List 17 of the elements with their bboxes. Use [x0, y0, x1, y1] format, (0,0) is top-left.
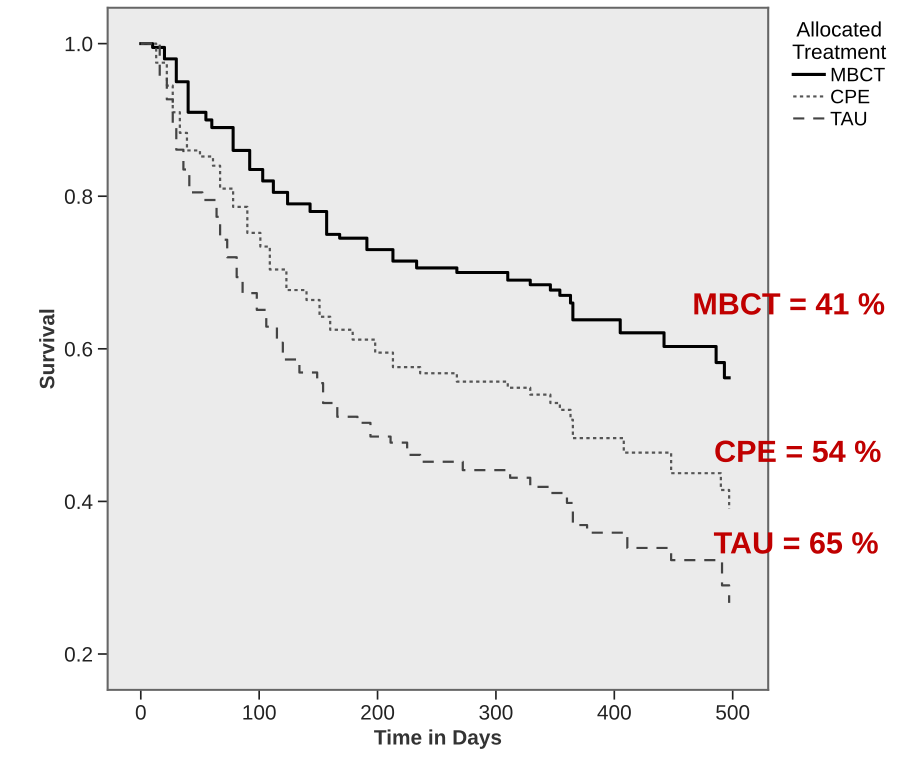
legend-label: MBCT: [832, 68, 885, 82]
y-tick-label: 0.8: [64, 189, 92, 204]
x-tick-label: 0: [136, 704, 146, 720]
x-tick-label: 200: [361, 704, 394, 720]
y-tick-label: 0.2: [64, 647, 92, 662]
legend-label: TAU: [830, 112, 866, 126]
x-tick-label: 500: [716, 704, 750, 720]
legend-label: CPE: [831, 90, 870, 104]
x-tick-label: 400: [597, 704, 631, 720]
y-tick-label: 1.0: [66, 36, 92, 52]
y-axis-title: Survival: [39, 310, 54, 389]
legend-title: Allocated Treatment: [792, 21, 886, 60]
x-axis-title: Time in Days: [374, 729, 502, 749]
x-tick-label: 100: [243, 704, 276, 720]
y-tick-label: 0.4: [64, 494, 92, 510]
x-tick-label: 300: [479, 704, 512, 720]
y-tick-label: 0.6: [64, 342, 92, 357]
